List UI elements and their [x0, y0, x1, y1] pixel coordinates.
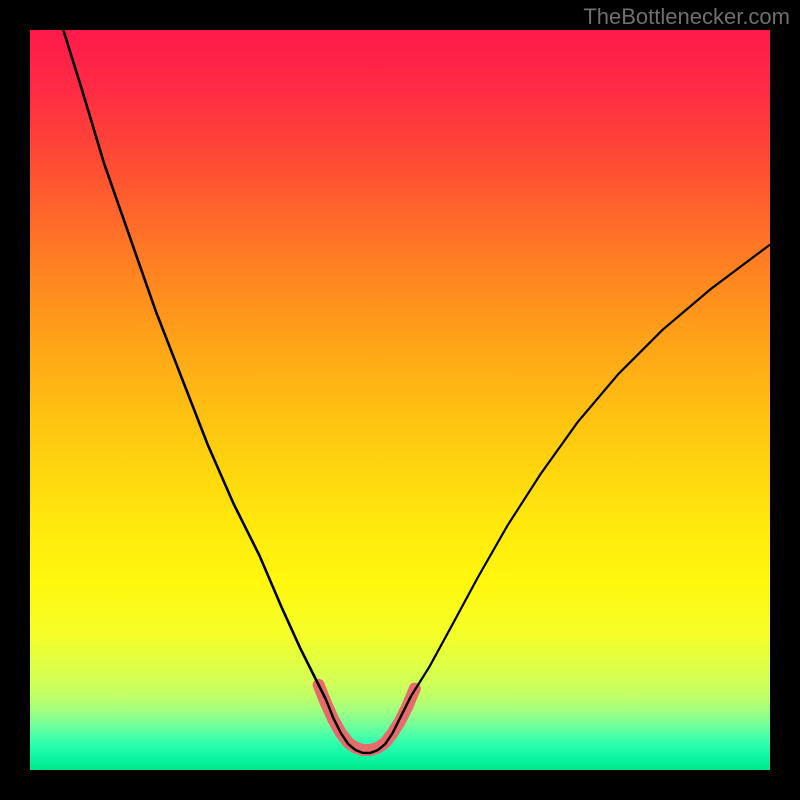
- chart-frame: TheBottlenecker.com: [0, 0, 800, 800]
- plot-svg: [30, 30, 770, 770]
- watermark-text: TheBottlenecker.com: [583, 4, 790, 30]
- gradient-background: [30, 30, 770, 770]
- plot-area: [30, 30, 770, 770]
